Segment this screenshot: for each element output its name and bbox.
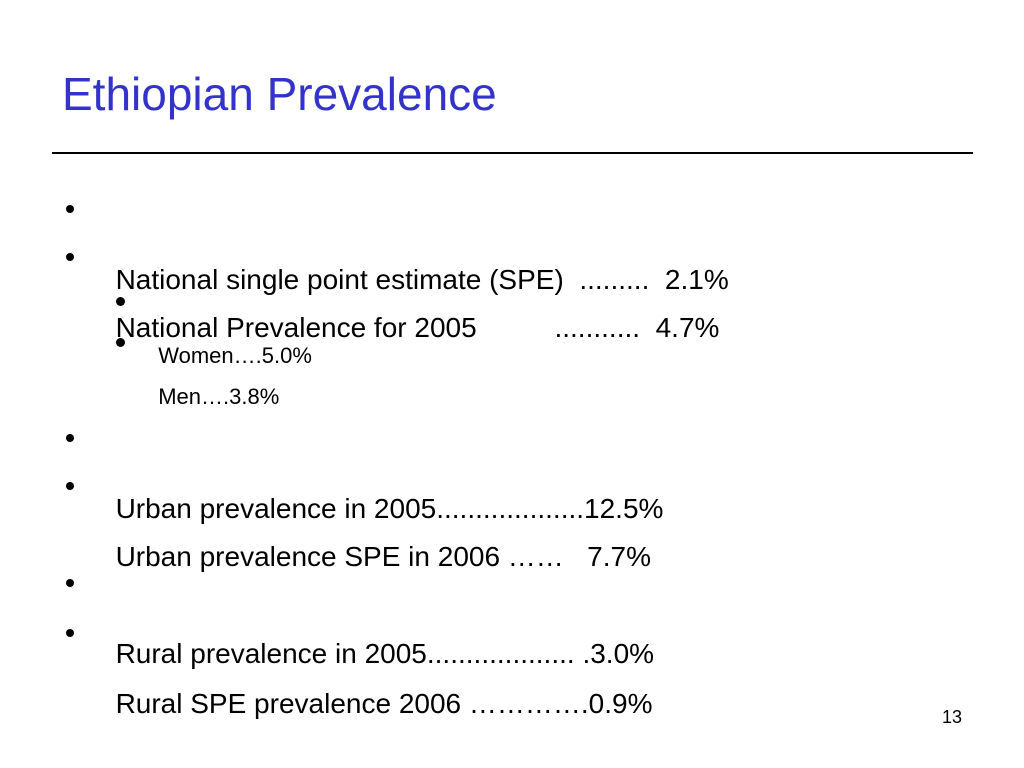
bullet-dot-icon: [116, 297, 125, 306]
bullet-national-spe: National single point estimate (SPE) ...…: [66, 190, 729, 298]
bullet-text: Urban prevalence in 2005................…: [115, 493, 664, 524]
bullet-dot-icon: [66, 434, 74, 442]
bullet-urban-prevalence-2005: Urban prevalence in 2005................…: [66, 419, 664, 527]
bullet-urban-spe-2006: Urban prevalence SPE in 2006 …… 7.7%: [66, 467, 651, 575]
bullet-text: National Prevalence for 2005 ...........…: [115, 312, 720, 343]
bullet-text: Rural prevalence in 2005................…: [115, 638, 655, 669]
bullet-rural-spe-2006: Rural SPE prevalence 2006 ………….0.9%: [66, 614, 653, 722]
sub-bullet-men: Men….3.8%: [116, 327, 280, 411]
bullet-dot-icon: [66, 482, 74, 490]
title-divider: [52, 152, 973, 154]
bullet-text: Urban prevalence SPE in 2006 …… 7.7%: [115, 541, 651, 572]
bullet-text: Rural SPE prevalence 2006 ………….0.9%: [115, 688, 653, 719]
bullet-dot-icon: [66, 205, 74, 213]
bullet-dot-icon: [66, 579, 74, 587]
bullet-text: Women….5.0%: [158, 343, 312, 368]
bullet-dot-icon: [66, 629, 74, 637]
sub-bullet-women: Women….5.0%: [116, 286, 312, 370]
bullet-rural-prevalence-2005: Rural prevalence in 2005................…: [66, 564, 655, 672]
bullet-national-prevalence-2005: National Prevalence for 2005 ...........…: [66, 238, 720, 346]
bullet-dot-icon: [116, 338, 125, 347]
slide-title: Ethiopian Prevalence: [62, 68, 497, 120]
bullet-text: National single point estimate (SPE) ...…: [115, 264, 729, 295]
bullet-text: Men….3.8%: [158, 384, 280, 409]
bullet-dot-icon: [66, 253, 74, 261]
page-number: 13: [941, 707, 962, 727]
